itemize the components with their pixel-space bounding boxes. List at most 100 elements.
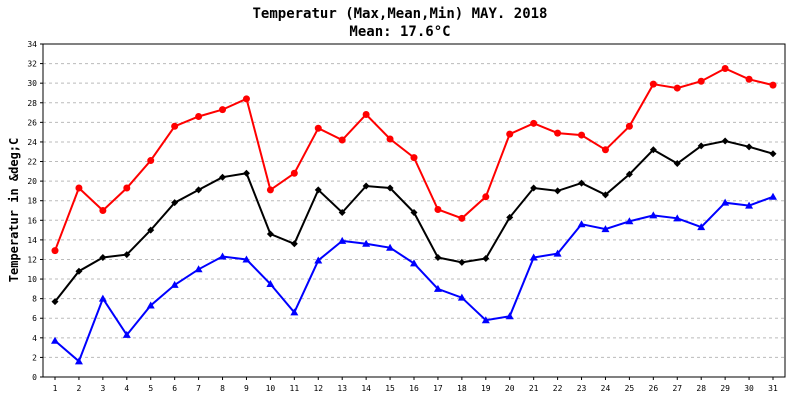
data-point bbox=[51, 298, 59, 306]
x-tick-label: 22 bbox=[553, 384, 563, 393]
data-point bbox=[362, 239, 371, 247]
x-tick-label: 9 bbox=[244, 384, 249, 393]
x-tick-label: 20 bbox=[505, 384, 515, 393]
plot-frame bbox=[42, 43, 786, 378]
data-point bbox=[314, 186, 322, 194]
data-point bbox=[482, 193, 490, 201]
data-point bbox=[625, 170, 633, 178]
data-point bbox=[99, 207, 107, 214]
y-tick-label: 8 bbox=[32, 295, 37, 304]
y-tick-label: 16 bbox=[27, 216, 37, 225]
y-tick-label: 28 bbox=[27, 99, 37, 108]
data-point bbox=[745, 143, 753, 151]
y-tick-label: 20 bbox=[27, 177, 37, 186]
data-point bbox=[386, 184, 394, 192]
data-point bbox=[147, 157, 155, 165]
data-point bbox=[170, 280, 179, 288]
data-point bbox=[721, 198, 730, 206]
x-tick-label: 15 bbox=[385, 384, 395, 393]
x-tick-label: 23 bbox=[577, 384, 587, 393]
data-point bbox=[75, 267, 83, 275]
x-tick-label: 26 bbox=[649, 384, 659, 393]
data-point bbox=[51, 336, 59, 344]
x-tick-label: 18 bbox=[457, 384, 467, 393]
x-tick-label: 27 bbox=[672, 384, 682, 393]
x-tick-label: 24 bbox=[601, 384, 611, 393]
x-tick-label: 7 bbox=[196, 384, 201, 393]
data-point bbox=[625, 122, 633, 130]
data-point bbox=[506, 213, 514, 221]
data-point bbox=[242, 95, 250, 103]
data-point bbox=[266, 230, 274, 238]
data-point bbox=[458, 214, 466, 222]
y-tick-label: 4 bbox=[32, 334, 37, 343]
data-point bbox=[314, 256, 323, 264]
data-point bbox=[219, 173, 227, 181]
data-point bbox=[75, 184, 83, 192]
y-tick-label: 24 bbox=[27, 138, 37, 147]
data-point bbox=[74, 357, 83, 365]
data-point bbox=[649, 211, 658, 219]
data-point bbox=[242, 255, 251, 263]
data-point bbox=[457, 293, 466, 301]
data-point bbox=[554, 187, 562, 195]
data-point bbox=[506, 130, 514, 138]
x-tick-label: 30 bbox=[744, 384, 754, 393]
data-point bbox=[673, 214, 682, 222]
y-tick-label: 32 bbox=[27, 60, 37, 69]
data-point bbox=[578, 131, 586, 139]
data-point bbox=[242, 169, 250, 177]
data-point bbox=[482, 254, 490, 262]
data-point bbox=[122, 330, 131, 338]
data-point bbox=[577, 220, 586, 228]
x-tick-label: 31 bbox=[768, 384, 778, 393]
data-point bbox=[338, 136, 346, 144]
x-tick-label: 21 bbox=[529, 384, 539, 393]
data-point bbox=[434, 254, 442, 262]
data-point bbox=[219, 106, 227, 114]
x-tick-label: 29 bbox=[720, 384, 730, 393]
x-tick-label: 5 bbox=[148, 384, 153, 393]
data-point bbox=[338, 208, 346, 216]
y-tick-label: 30 bbox=[27, 79, 37, 88]
data-point bbox=[673, 159, 681, 167]
y-tick-label: 22 bbox=[27, 158, 37, 167]
data-point bbox=[386, 135, 394, 143]
data-point bbox=[123, 184, 131, 192]
data-point bbox=[290, 308, 299, 316]
chart-title: Temperatur (Max,Mean,Min) MAY. 2018 bbox=[252, 6, 548, 22]
data-point bbox=[530, 184, 538, 192]
y-tick-label: 6 bbox=[32, 314, 37, 323]
data-point bbox=[745, 201, 754, 209]
x-tick-label: 11 bbox=[290, 384, 300, 393]
data-point bbox=[146, 301, 155, 309]
data-point bbox=[194, 265, 203, 273]
data-point bbox=[362, 111, 370, 119]
series-line-2 bbox=[54, 139, 774, 303]
data-point bbox=[769, 150, 777, 158]
chart-subtitle: Mean: 17.6°C bbox=[349, 24, 451, 40]
y-tick-label: 10 bbox=[27, 275, 37, 284]
data-point bbox=[434, 206, 442, 214]
x-tick-label: 28 bbox=[696, 384, 706, 393]
data-point bbox=[553, 249, 562, 257]
x-tick-label: 12 bbox=[313, 384, 323, 393]
data-point bbox=[745, 75, 753, 83]
data-point bbox=[195, 186, 203, 194]
x-tick-label: 4 bbox=[124, 384, 129, 393]
data-point bbox=[769, 81, 777, 89]
y-tick-label: 26 bbox=[27, 118, 37, 127]
data-point bbox=[529, 253, 538, 261]
data-point bbox=[578, 179, 586, 187]
data-point bbox=[530, 119, 538, 127]
data-point bbox=[290, 240, 298, 248]
data-point bbox=[51, 247, 59, 255]
x-tick-label: 10 bbox=[266, 384, 276, 393]
y-tick-label: 18 bbox=[27, 197, 37, 206]
data-point bbox=[625, 217, 634, 225]
data-point bbox=[362, 182, 370, 190]
x-tick-label: 14 bbox=[361, 384, 371, 393]
data-point bbox=[697, 77, 705, 85]
x-tick-label: 8 bbox=[220, 384, 225, 393]
